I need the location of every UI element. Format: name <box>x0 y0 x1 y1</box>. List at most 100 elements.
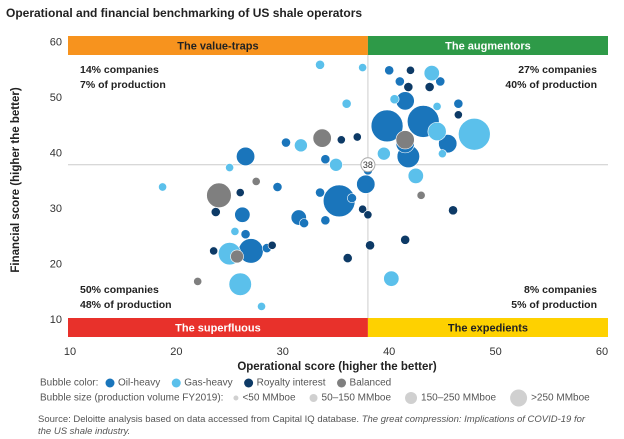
y-tick-label: 30 <box>50 203 62 215</box>
bubble <box>329 157 343 172</box>
bubble <box>365 240 375 251</box>
legend-size-swatch <box>510 389 528 407</box>
quadrant-stat: 40% of production <box>505 79 597 91</box>
bubble <box>395 130 415 150</box>
legend-swatch <box>105 378 115 388</box>
y-tick-label: 60 <box>50 36 62 48</box>
bubble <box>453 98 464 109</box>
bubble <box>427 121 447 141</box>
quadrant-stat: 50% companies <box>80 284 159 296</box>
legend-swatch <box>337 378 347 388</box>
quadrant-name: The augmentors <box>445 40 531 52</box>
source: Source: Deloitte analysis based on data … <box>38 414 598 438</box>
bubble <box>257 302 266 311</box>
bubble <box>312 128 332 148</box>
chart-title: Operational and financial benchmarking o… <box>6 6 362 20</box>
bubble <box>358 204 368 214</box>
quadrant-name: The value-traps <box>177 40 258 52</box>
x-tick-label: 60 <box>596 346 608 358</box>
bubble <box>320 215 331 226</box>
legend-swatch <box>244 378 254 388</box>
bubble <box>370 109 404 143</box>
bubble <box>453 110 463 120</box>
legend-size-label: <50 MMboe <box>242 393 296 404</box>
bubble <box>384 65 395 76</box>
legend-label: Royalty interest <box>257 378 326 389</box>
bubble <box>320 154 331 165</box>
bubble <box>336 135 346 145</box>
threshold-marker <box>360 157 376 173</box>
legend-size-swatch <box>233 395 239 401</box>
bubble <box>363 210 373 220</box>
bubble <box>356 174 376 194</box>
x-tick-label: 10 <box>64 346 76 358</box>
bubble <box>281 137 291 148</box>
quadrant-band <box>68 36 368 55</box>
quadrant-name: The expedients <box>448 322 528 334</box>
quadrant-stat: 5% of production <box>511 299 597 311</box>
bubble <box>448 205 458 216</box>
quadrant-band <box>68 318 368 337</box>
bubble <box>158 182 167 192</box>
y-tick-label: 10 <box>50 314 62 326</box>
quadrant-stat: 48% of production <box>80 299 172 311</box>
bubble <box>406 65 415 75</box>
bubble <box>235 188 245 197</box>
quadrant-name: The superfluous <box>175 322 261 334</box>
bubble <box>299 218 309 229</box>
legend-swatch <box>171 378 181 388</box>
bubble <box>438 134 458 154</box>
bubble <box>423 65 440 82</box>
bubble <box>228 272 252 296</box>
bubble <box>358 63 368 72</box>
x-tick-label: 30 <box>277 346 289 358</box>
bubble <box>394 76 405 87</box>
quadrant-band <box>367 36 608 55</box>
bubble <box>400 234 411 245</box>
bubble <box>432 102 442 111</box>
bubble <box>272 182 283 192</box>
bubble <box>341 98 352 109</box>
bubble <box>416 190 426 200</box>
legend-size-label: 50–150 MMboe <box>322 393 392 404</box>
bubble <box>210 207 221 217</box>
legend-size-label: 150–250 MMboe <box>421 393 496 404</box>
x-tick-label: 40 <box>383 346 395 358</box>
bubble <box>236 146 256 166</box>
legend-size-label: >250 MMboe <box>531 393 590 404</box>
legend-size-swatch <box>309 394 318 402</box>
bubble <box>437 149 447 159</box>
bubble <box>230 227 240 236</box>
x-axis-label: Operational score (higher the better) <box>237 361 437 373</box>
bubble <box>377 146 391 161</box>
source-title: The great compression: Implications of C… <box>38 414 586 437</box>
bubble <box>407 167 424 184</box>
x-tick-label: 20 <box>170 346 182 358</box>
bubble <box>389 94 400 105</box>
bubble <box>267 240 277 250</box>
bubble <box>230 249 244 264</box>
bubble <box>315 187 325 198</box>
quadrant-stat: 27% companies <box>518 64 597 76</box>
legend-label: Oil-heavy <box>118 378 160 389</box>
bubble <box>193 277 203 286</box>
quadrant-stat: 7% of production <box>80 79 166 91</box>
quadrant-band <box>367 318 608 337</box>
y-axis-label: Financial score (higher the better) <box>10 87 22 272</box>
bubble <box>347 193 357 204</box>
y-tick-label: 20 <box>50 259 62 271</box>
bubble <box>209 246 219 256</box>
bubble <box>315 59 325 70</box>
legend-title: Bubble color: <box>40 378 98 389</box>
x-tick-label: 50 <box>489 346 501 358</box>
bubble <box>225 163 235 172</box>
legend-size-swatch <box>405 392 418 404</box>
legend-label: Balanced <box>350 378 392 389</box>
source-text: Source: Deloitte analysis based on data … <box>38 414 362 425</box>
bubble <box>424 82 435 92</box>
y-tick-label: 50 <box>50 92 62 104</box>
bubble <box>342 253 353 264</box>
threshold-label: 38 <box>363 160 373 170</box>
legend-label: Gas-heavy <box>184 378 232 389</box>
